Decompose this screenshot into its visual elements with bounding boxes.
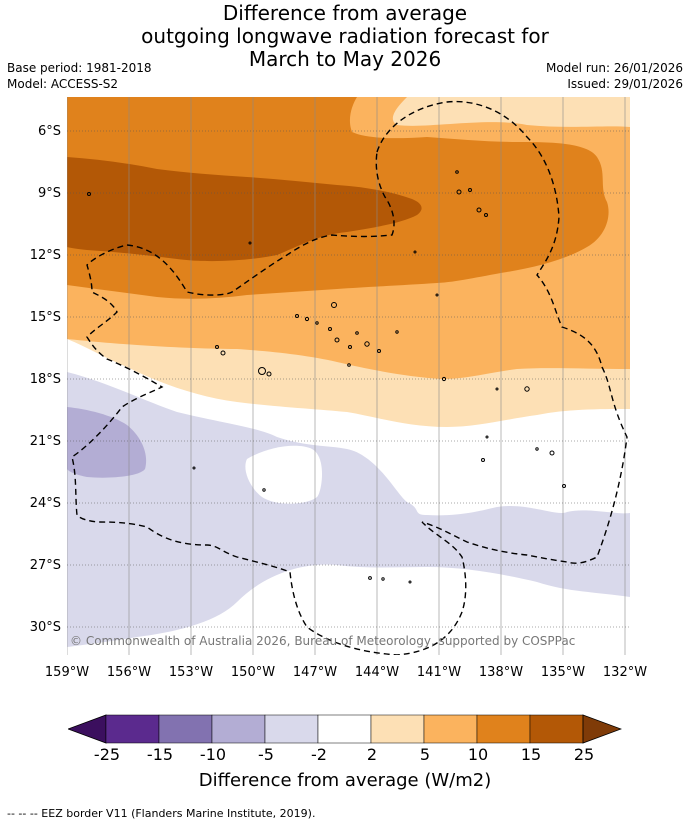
anomaly-region-positive-very-strong xyxy=(67,157,422,262)
lon-label-138w: 138°W xyxy=(478,665,524,680)
colorbar-swatch-4 xyxy=(264,714,319,744)
colorbar-tick-label: 2 xyxy=(366,745,378,764)
lon-label-153w: 153°W xyxy=(168,665,214,680)
colorbar-swatch-7 xyxy=(423,714,478,744)
colorbar-tick-label: 15 xyxy=(520,745,542,764)
colorbar-tick-label: 5 xyxy=(419,745,431,764)
islands xyxy=(87,170,566,584)
title-line-3: March to May 2026 xyxy=(248,47,442,71)
model-run: Model run: 26/01/2026 xyxy=(545,61,683,75)
colorbar-title: Difference from average (W/m2) xyxy=(198,770,492,791)
lat-label-9s: 9°S xyxy=(37,186,61,201)
colorbar-swatch-9 xyxy=(529,714,584,744)
colorbar-swatch-3 xyxy=(211,714,266,744)
colorbar-swatch-5 xyxy=(317,714,372,744)
lat-label-27s: 27°S xyxy=(29,558,61,573)
anomaly-region-negative-light xyxy=(67,372,630,647)
colorbar-swatch-6 xyxy=(370,714,425,744)
colorbar-swatch-8 xyxy=(476,714,531,744)
colorbar-tick-label: -25 xyxy=(93,745,121,764)
colorbar-tick-label: 25 xyxy=(573,745,595,764)
colorbar xyxy=(68,714,622,744)
colorbar-tick-label: -10 xyxy=(199,745,227,764)
lon-label-156w: 156°W xyxy=(106,665,152,680)
lat-label-21s: 21°S xyxy=(29,434,61,449)
meta-left: Base period: 1981-2018 Model: ACCESS-S2 xyxy=(7,60,152,92)
eez-border xyxy=(71,100,628,655)
model-name: Model: ACCESS-S2 xyxy=(7,77,119,91)
lat-label-15s: 15°S xyxy=(29,310,61,325)
colorbar-tick-label: 10 xyxy=(467,745,489,764)
lon-label-144w: 144°W xyxy=(354,665,400,680)
lon-label-159w: 159°W xyxy=(44,665,90,680)
latitude-gridlines xyxy=(67,130,630,628)
lon-label-150w: 150°W xyxy=(230,665,276,680)
lat-label-6s: 6°S xyxy=(37,124,61,139)
lon-label-147w: 147°W xyxy=(292,665,338,680)
colorbar-swatch-2 xyxy=(158,714,213,744)
lon-label-135w: 135°W xyxy=(540,665,586,680)
colorbar-tick-label: -15 xyxy=(146,745,174,764)
colorbar-extend-min xyxy=(68,714,107,744)
lon-label-141w: 141°W xyxy=(416,665,462,680)
issued-date: Issued: 29/01/2026 xyxy=(567,77,683,91)
title-line-1: Difference from average xyxy=(222,1,468,25)
map-title: Difference from average outgoing longwav… xyxy=(0,2,690,71)
title-line-2: outgoing longwave radiation forecast for xyxy=(141,24,549,48)
lat-label-30s: 30°S xyxy=(29,620,61,635)
lat-label-12s: 12°S xyxy=(29,248,61,263)
lat-label-24s: 24°S xyxy=(29,496,61,511)
colorbar-swatch-1 xyxy=(105,714,160,744)
colorbar-extend-max xyxy=(582,714,622,744)
lat-label-18s: 18°S xyxy=(29,372,61,387)
colorbar-tick-label: -5 xyxy=(258,745,274,764)
eez-legend-note: -- -- -- EEZ border V11 (Flanders Marine… xyxy=(7,807,316,820)
meta-right: Model run: 26/01/2026 Issued: 29/01/2026 xyxy=(546,60,683,92)
map-copyright: © Commonwealth of Australia 2026, Bureau… xyxy=(70,634,575,648)
anomaly-region-negative-medium xyxy=(67,407,147,478)
lon-label-132w: 132°W xyxy=(602,665,648,680)
colorbar-tick-label: -2 xyxy=(311,745,327,764)
forecast-map: © Commonwealth of Australia 2026, Bureau… xyxy=(67,97,630,655)
base-period: Base period: 1981-2018 xyxy=(7,61,152,75)
